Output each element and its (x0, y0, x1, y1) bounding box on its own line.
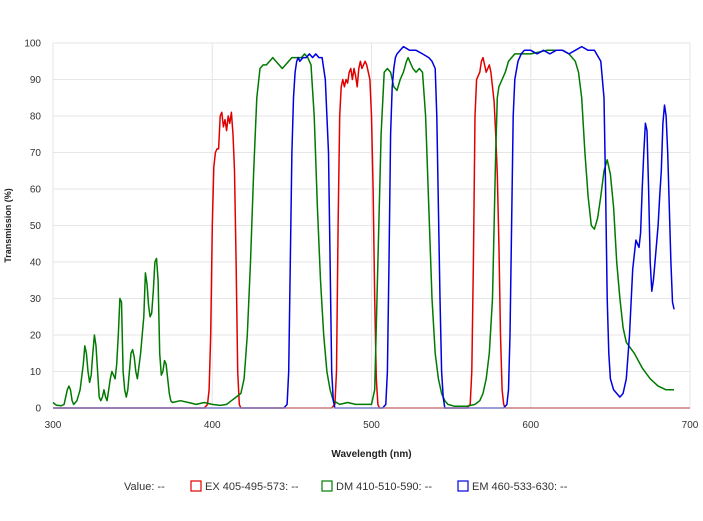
legend-value-label: Value: -- (124, 481, 165, 493)
series-line (53, 45, 675, 409)
legend-swatch (321, 480, 333, 492)
y-tick-label: 50 (30, 221, 42, 232)
series-line (53, 56, 690, 409)
y-tick-label: 20 (30, 331, 42, 342)
y-axis-title: Transmission (%) (3, 188, 13, 263)
y-tick-label: 60 (30, 185, 42, 196)
legend-entry-label: EM 460-533-630: -- (472, 481, 568, 493)
tick-labels: 0 10 20 30 40 50 60 70 80 90 100 300 400 500 600 700 (24, 39, 698, 432)
x-axis-title: Wavelength (nm) (331, 449, 411, 460)
x-tick-label: 700 (682, 420, 699, 431)
y-tick-label: 80 (30, 112, 42, 123)
legend-entry-label: DM 410-510-590: -- (336, 481, 432, 493)
x-tick-label: 500 (363, 420, 380, 431)
y-tick-label: 10 (30, 367, 42, 378)
series-line (52, 49, 675, 407)
x-tick-label: 400 (204, 420, 221, 431)
y-tick-label: 90 (30, 75, 42, 86)
y-tick-label: 40 (30, 258, 42, 269)
y-tick-label: 100 (24, 39, 41, 50)
legend-swatch (457, 480, 469, 492)
x-tick-label: 300 (45, 420, 62, 431)
grid (52, 42, 691, 409)
series-lines (52, 45, 690, 409)
x-tick-label: 600 (522, 420, 539, 431)
legend: Value: -- EX 405-495-573: -- DM 410-510-59… (124, 480, 568, 493)
y-tick-label: 0 (35, 404, 41, 415)
legend-entry-label: EX 405-495-573: -- (205, 481, 299, 493)
y-tick-label: 30 (30, 294, 42, 305)
y-tick-label: 70 (30, 148, 42, 159)
legend-swatch (190, 480, 202, 492)
